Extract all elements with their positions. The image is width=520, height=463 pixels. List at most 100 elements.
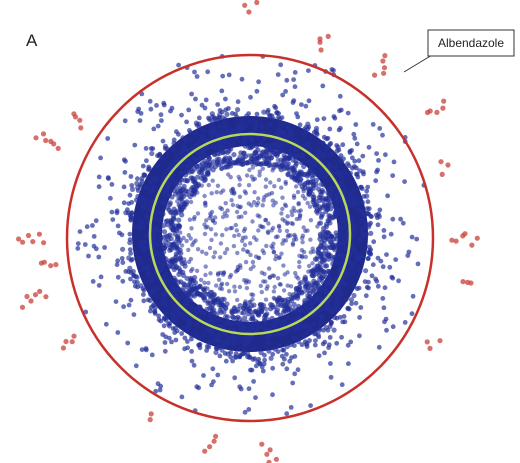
point bbox=[299, 102, 304, 107]
point bbox=[306, 98, 312, 104]
point bbox=[140, 224, 146, 230]
point bbox=[295, 367, 301, 373]
point bbox=[193, 310, 199, 316]
point bbox=[220, 73, 226, 79]
point bbox=[460, 279, 466, 285]
point bbox=[204, 218, 209, 223]
point bbox=[317, 152, 323, 158]
point bbox=[246, 386, 252, 392]
point bbox=[382, 285, 388, 291]
point bbox=[176, 217, 182, 223]
point bbox=[196, 121, 202, 127]
point bbox=[228, 226, 233, 231]
point bbox=[320, 229, 326, 235]
point bbox=[295, 189, 301, 195]
point bbox=[330, 202, 336, 208]
point bbox=[313, 177, 319, 183]
point bbox=[249, 367, 255, 373]
point bbox=[71, 333, 77, 339]
point bbox=[371, 239, 377, 245]
point bbox=[351, 292, 357, 299]
point bbox=[284, 411, 290, 417]
point bbox=[314, 296, 320, 302]
point bbox=[216, 115, 222, 120]
point bbox=[189, 91, 195, 97]
point bbox=[182, 260, 188, 266]
point bbox=[178, 257, 183, 262]
point bbox=[173, 239, 178, 244]
point bbox=[162, 146, 168, 151]
point bbox=[160, 262, 167, 268]
point bbox=[353, 165, 359, 171]
point bbox=[170, 146, 176, 152]
point bbox=[177, 206, 183, 211]
point bbox=[164, 259, 170, 266]
point bbox=[186, 107, 192, 113]
point bbox=[244, 160, 250, 166]
point bbox=[229, 188, 234, 193]
point bbox=[289, 296, 294, 302]
point bbox=[216, 133, 222, 139]
point bbox=[316, 221, 322, 226]
point bbox=[207, 215, 212, 221]
point bbox=[262, 143, 269, 149]
point bbox=[258, 124, 265, 130]
point bbox=[306, 263, 312, 269]
point bbox=[358, 305, 364, 310]
point bbox=[189, 336, 194, 342]
point bbox=[329, 320, 334, 325]
point bbox=[222, 250, 228, 256]
point bbox=[247, 322, 253, 328]
point bbox=[135, 176, 140, 182]
point bbox=[129, 200, 135, 205]
point bbox=[191, 293, 197, 299]
point bbox=[306, 142, 312, 148]
point bbox=[133, 224, 139, 230]
point bbox=[237, 284, 243, 290]
point bbox=[248, 299, 253, 304]
point bbox=[237, 316, 243, 322]
point bbox=[238, 118, 245, 124]
point bbox=[282, 356, 287, 362]
point bbox=[345, 305, 351, 311]
point bbox=[332, 290, 338, 296]
point bbox=[219, 109, 225, 115]
point bbox=[264, 193, 269, 198]
point bbox=[243, 210, 248, 215]
point bbox=[259, 270, 265, 275]
point bbox=[269, 190, 275, 196]
point bbox=[334, 190, 341, 197]
point bbox=[280, 92, 286, 98]
point bbox=[248, 316, 254, 322]
point bbox=[291, 301, 297, 308]
point bbox=[194, 268, 200, 273]
point bbox=[259, 153, 264, 159]
point bbox=[260, 203, 265, 208]
point bbox=[333, 230, 339, 236]
point bbox=[173, 292, 179, 298]
point bbox=[127, 247, 133, 253]
point bbox=[55, 145, 61, 151]
point bbox=[250, 259, 256, 265]
point bbox=[86, 253, 91, 259]
point bbox=[283, 179, 288, 185]
point bbox=[383, 316, 389, 322]
point bbox=[185, 339, 190, 344]
point bbox=[143, 213, 149, 219]
point bbox=[179, 288, 186, 294]
point bbox=[244, 285, 250, 291]
point bbox=[271, 295, 276, 301]
point bbox=[288, 133, 294, 139]
point bbox=[242, 278, 247, 283]
point bbox=[141, 292, 146, 297]
point bbox=[36, 231, 43, 237]
point bbox=[217, 298, 222, 303]
point bbox=[258, 140, 264, 146]
point bbox=[202, 158, 208, 164]
point bbox=[351, 233, 357, 239]
point bbox=[453, 238, 459, 244]
point bbox=[315, 148, 321, 154]
point bbox=[338, 107, 344, 113]
point bbox=[210, 114, 216, 119]
point bbox=[202, 105, 208, 111]
